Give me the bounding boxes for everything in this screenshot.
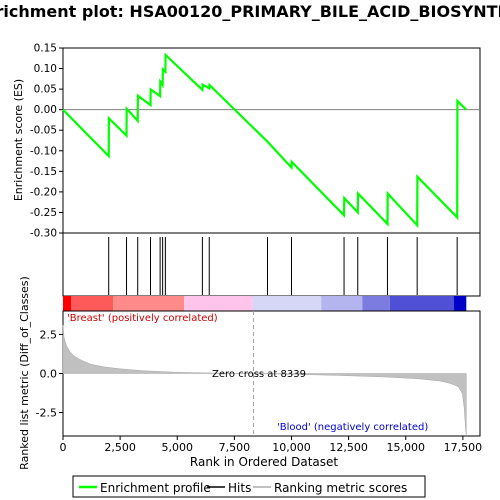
negative-class-label: 'Blood' (negatively correlated)	[277, 422, 428, 433]
enrichment-profile-line	[62, 52, 468, 228]
metric-y-tick-label: -2.5	[36, 407, 57, 420]
positive-class-label: 'Breast' (positively correlated)	[67, 313, 218, 324]
zero-cross-label: Zero cross at 8339	[212, 369, 306, 380]
hit-markers	[108, 237, 458, 295]
ranking-metric-area	[62, 325, 467, 437]
es-y-axis: 0.15 0.10 0.05 0.00 -0.05 -0.10 -0.15 -0.20 -0.2…	[30, 43, 63, 240]
colorbar-segment	[70, 296, 114, 311]
x-axis-label: Rank in Ordered Dataset	[190, 455, 338, 469]
metric-y-axis: 2.5 0.0 -2.5	[36, 328, 63, 420]
ranking-colorbar	[63, 296, 467, 311]
metric-y-tick-label: 0.0	[40, 368, 58, 381]
colorbar-segment	[184, 296, 253, 311]
x-tick-label: 10,000	[272, 441, 311, 454]
es-y-tick-label: -0.30	[30, 228, 57, 240]
metric-y-axis-label: Ranked list metric (Diff_of_Classes)	[18, 276, 31, 470]
colorbar-segment	[63, 296, 71, 311]
es-panel-frame	[62, 47, 481, 234]
es-y-tick-label: -0.05	[30, 125, 57, 137]
x-axis: 0 2,500 5,000 7,500 10,000 12,500 15,000 17,500	[60, 436, 483, 454]
colorbar-segment	[453, 296, 467, 311]
colorbar-segment	[252, 296, 322, 311]
es-y-tick-label: 0.00	[34, 104, 57, 116]
es-y-tick-label: -0.10	[30, 145, 57, 157]
legend-box	[72, 475, 426, 498]
x-tick-label: 7,500	[219, 441, 251, 454]
es-y-axis-label: Enrichment score (ES)	[12, 79, 25, 201]
legend-label-enrichment-profile: Enrichment profile	[100, 481, 211, 495]
es-y-tick-label: -0.20	[30, 186, 57, 198]
es-y-tick-label: 0.05	[34, 84, 57, 96]
colorbar-segment	[362, 296, 390, 311]
colorbar-segment	[321, 296, 363, 311]
es-y-tick-label: 0.10	[34, 63, 57, 75]
legend-label-ranking-metric: Ranking metric scores	[274, 481, 407, 495]
hits-panel-frame	[62, 232, 481, 297]
x-tick-label: 12,500	[329, 441, 368, 454]
es-y-tick-label: 0.15	[34, 43, 57, 55]
x-tick-label: 15,000	[386, 441, 425, 454]
metric-y-tick-label: 2.5	[40, 328, 58, 341]
x-tick-label: 5,000	[161, 441, 193, 454]
colorbar-segment	[389, 296, 454, 311]
x-tick-label: 17,500	[444, 441, 483, 454]
colorbar-segment	[113, 296, 185, 311]
legend-label-hits: Hits	[228, 481, 251, 495]
es-y-tick-label: -0.25	[30, 207, 57, 219]
x-tick-label: 0	[60, 441, 67, 454]
es-y-tick-label: -0.15	[30, 166, 57, 178]
x-tick-label: 2,500	[104, 441, 136, 454]
chart-title: Enrichment plot: HSA00120_PRIMARY_BILE_A…	[0, 2, 500, 21]
